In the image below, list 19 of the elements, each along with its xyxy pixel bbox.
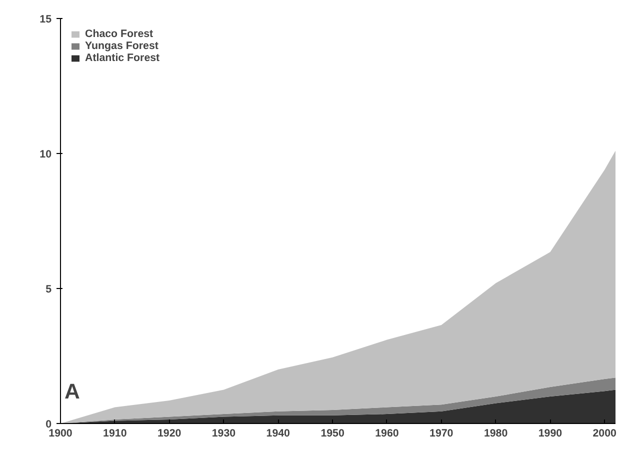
x-tick-label: 1960 <box>375 428 399 440</box>
y-tick-label: 10 <box>40 148 52 160</box>
x-tick-label: 2000 <box>592 428 617 440</box>
legend-label: Atlantic Forest <box>85 52 160 64</box>
legend-label: Chaco Forest <box>85 28 154 40</box>
x-tick-label: 1920 <box>157 428 182 440</box>
x-tick-label: 1990 <box>538 428 562 440</box>
x-tick-label: 1940 <box>266 428 290 440</box>
x-tick-label: 1910 <box>103 428 127 440</box>
x-tick-label: 1930 <box>212 428 236 440</box>
legend-label: Yungas Forest <box>85 40 158 52</box>
x-tick-label: 1980 <box>484 428 508 440</box>
y-tick-label: 15 <box>40 14 52 26</box>
y-tick-label: 5 <box>46 284 52 296</box>
x-tick-label: 1900 <box>48 428 72 440</box>
x-tick-label: 1970 <box>430 428 454 440</box>
annotation: A <box>64 380 80 404</box>
x-tick-label: 1950 <box>320 428 344 440</box>
y-tick-label: 0 <box>46 418 52 430</box>
